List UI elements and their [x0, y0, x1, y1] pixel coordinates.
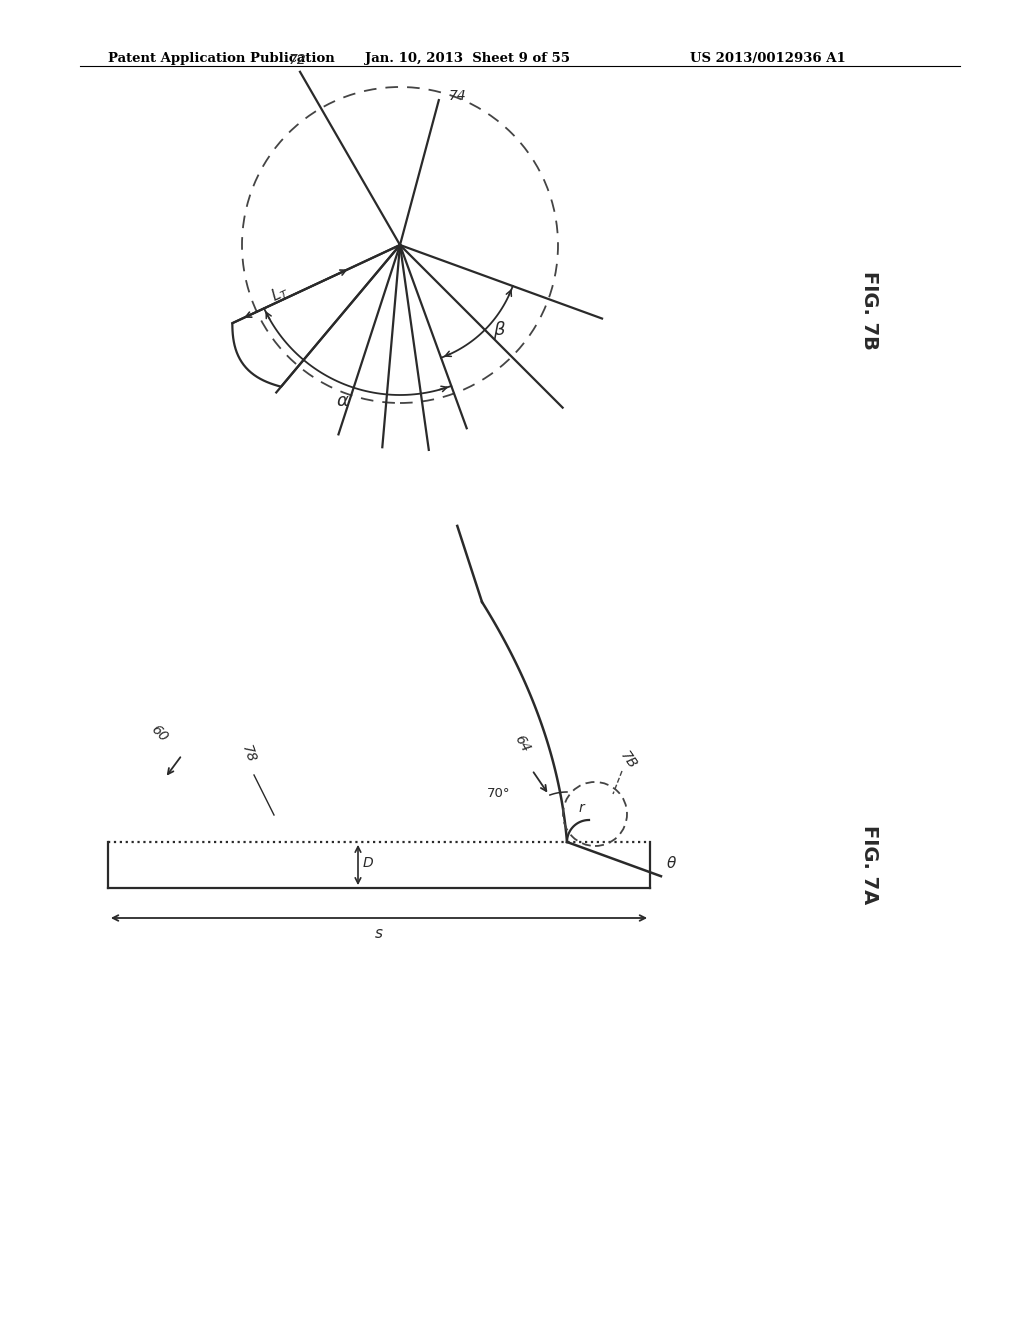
Text: $\alpha$: $\alpha$ — [336, 392, 350, 411]
Text: Jan. 10, 2013  Sheet 9 of 55: Jan. 10, 2013 Sheet 9 of 55 — [365, 51, 570, 65]
Text: 78: 78 — [239, 743, 258, 766]
Text: 74: 74 — [449, 90, 467, 103]
Text: 70°: 70° — [487, 787, 511, 800]
Text: D: D — [362, 855, 374, 870]
Text: $\theta$: $\theta$ — [666, 855, 677, 871]
Text: s: s — [375, 927, 383, 941]
Text: $\beta$: $\beta$ — [493, 319, 506, 341]
Text: 72: 72 — [289, 53, 307, 67]
Text: r: r — [579, 801, 585, 814]
Text: US 2013/0012936 A1: US 2013/0012936 A1 — [690, 51, 846, 65]
Text: Patent Application Publication: Patent Application Publication — [108, 51, 335, 65]
Text: 7B: 7B — [617, 748, 639, 772]
Text: 60: 60 — [148, 722, 170, 744]
Text: FIG. 7A: FIG. 7A — [860, 825, 880, 904]
Text: $L_T$: $L_T$ — [267, 281, 292, 306]
Text: 64: 64 — [512, 733, 534, 755]
Text: FIG. 7B: FIG. 7B — [860, 271, 880, 350]
